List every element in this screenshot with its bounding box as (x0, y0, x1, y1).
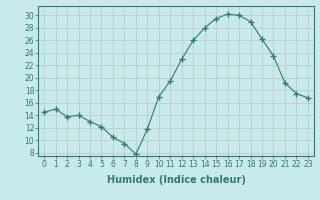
X-axis label: Humidex (Indice chaleur): Humidex (Indice chaleur) (107, 175, 245, 185)
